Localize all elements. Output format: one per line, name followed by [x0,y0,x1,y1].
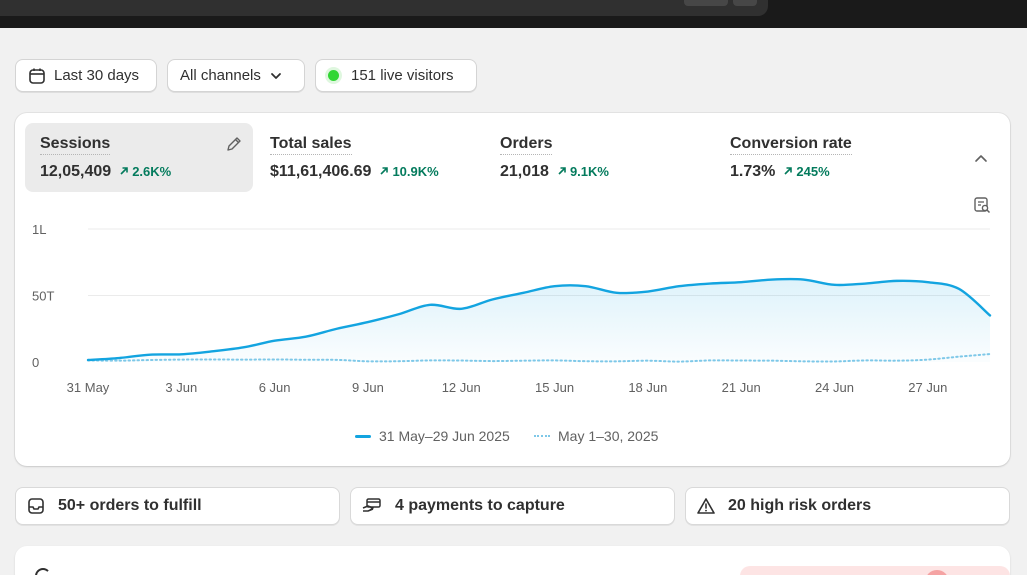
x-tick-label: 31 May [67,380,110,395]
metric-change-value: 245% [796,163,830,179]
date-range-button[interactable]: Last 30 days [15,59,157,92]
legend-current: 31 May–29 Jun 2025 [355,428,510,444]
metric-label: Conversion rate [730,135,852,155]
sessions-chart: 0 50T 1L 31 May 3 Jun 6 Jun 9 Jun 12 Jun 15 Jun 1… [32,222,992,395]
x-tick-label: 27 Jun [908,380,947,395]
metric-value: 12,05,409 [40,163,112,180]
metric-value: $11,61,406.69 [270,163,372,180]
x-tick-label: 24 Jun [815,380,854,395]
calendar-icon [29,68,45,84]
arrow-up-right-icon [120,167,128,175]
live-visitors-label: 151 live visitors [351,67,454,84]
metric-label: Sessions [40,135,111,155]
y-tick-label: 0 [32,355,39,370]
orders-to-fulfill-button[interactable]: 50+ orders to fulfill [15,487,340,525]
x-tick-label: 15 Jun [535,380,574,395]
banner-illustration [740,566,1010,575]
analytics-card: Sessions 12,05,409 2.6K% Total sales $11… [15,113,1010,466]
topbar-button[interactable] [733,0,757,6]
series-current-area [88,279,990,362]
metric-change-value: 2.6K% [132,163,172,179]
payment-hand-icon [362,498,381,512]
metric-change-value: 9.1K% [569,163,609,179]
channels-dropdown[interactable]: All channels [167,59,305,92]
arrow-up-right-icon [784,167,793,175]
x-tick-label: 6 Jun [259,380,291,395]
metric-change: 10.9K% [379,163,439,179]
high-risk-orders-label: 20 high risk orders [728,497,872,514]
chevron-up-icon[interactable] [973,151,989,167]
warning-icon [697,498,715,514]
metric-value: 1.73% [730,163,776,180]
metric-change: 245% [783,163,830,179]
x-tick-label: 18 Jun [628,380,667,395]
arrow-up-right-icon [380,167,389,175]
payments-to-capture-button[interactable]: 4 payments to capture [350,487,675,525]
x-tick-label: 9 Jun [352,380,384,395]
pencil-icon[interactable] [225,135,243,153]
banner-dot [925,570,949,575]
chevron-down-icon [270,72,281,79]
next-card [15,546,1010,575]
metric-sessions[interactable]: Sessions 12,05,409 2.6K% [25,123,253,192]
metric-change: 2.6K% [119,164,171,179]
metric-label: Total sales [270,135,352,155]
legend-dotted-swatch [534,435,550,437]
live-visitors-button[interactable]: 151 live visitors [315,59,477,92]
metric-change: 9.1K% [557,164,609,179]
chart-search-icon[interactable] [973,196,991,214]
series-current-line [86,277,992,362]
topbar-button[interactable] [684,0,728,6]
series-previous-line [87,353,991,363]
live-dot-icon [328,70,339,81]
y-tick-label: 1L [32,222,46,237]
channels-label: All channels [180,67,261,84]
x-tick-label: 3 Jun [165,380,197,395]
x-tick-label: 21 Jun [722,380,761,395]
metric-conversion-rate[interactable]: Conversion rate 1.73% 245% [715,123,943,192]
metric-change-value: 10.9K% [392,163,439,179]
y-tick-label: 50T [32,289,54,304]
orders-to-fulfill-label: 50+ orders to fulfill [58,497,202,514]
x-tick-label: 12 Jun [442,380,481,395]
legend-previous-label: May 1–30, 2025 [558,428,659,444]
legend-previous: May 1–30, 2025 [534,428,658,444]
legend-solid-swatch [355,434,371,438]
metric-orders[interactable]: Orders 21,018 9.1K% [485,123,713,192]
legend-current-label: 31 May–29 Jun 2025 [379,428,510,444]
metric-total-sales[interactable]: Total sales $11,61,406.69 10.9K% [255,123,483,192]
high-risk-orders-button[interactable]: 20 high risk orders [685,487,1010,525]
payments-to-capture-label: 4 payments to capture [395,497,565,514]
metric-value: 21,018 [500,163,549,180]
search-bar[interactable] [0,0,768,16]
date-range-label: Last 30 days [54,67,140,84]
arrow-up-right-icon [558,167,566,175]
inbox-icon [28,498,44,514]
metric-label: Orders [500,135,553,155]
top-bar [0,0,1027,28]
loading-icon [35,568,51,575]
